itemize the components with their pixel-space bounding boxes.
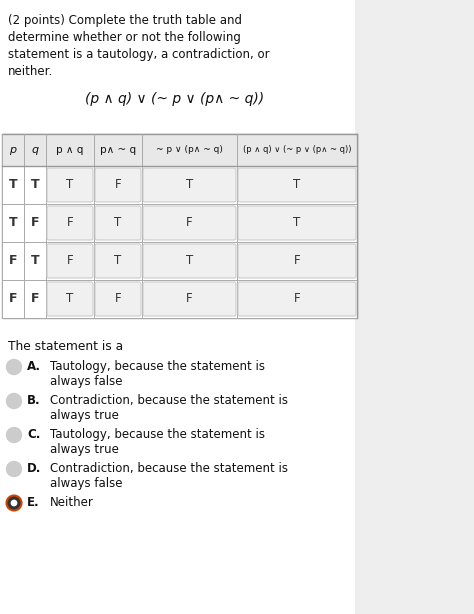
Text: Contradiction, because the statement is: Contradiction, because the statement is [50, 462, 288, 475]
Text: A.: A. [27, 360, 41, 373]
FancyBboxPatch shape [95, 206, 141, 240]
Text: T: T [31, 254, 39, 268]
FancyBboxPatch shape [143, 206, 236, 240]
Text: F: F [294, 254, 301, 268]
Bar [2, 204, 357, 242]
Text: always true: always true [50, 443, 119, 456]
FancyBboxPatch shape [143, 244, 236, 278]
FancyBboxPatch shape [47, 282, 93, 316]
FancyBboxPatch shape [95, 282, 141, 316]
FancyBboxPatch shape [238, 206, 356, 240]
Bar [2, 280, 357, 318]
Circle shape [7, 394, 21, 408]
FancyBboxPatch shape [47, 244, 93, 278]
Text: ~ p ∨ (p∧ ~ q): ~ p ∨ (p∧ ~ q) [156, 146, 223, 155]
Text: p∧ ~ q: p∧ ~ q [100, 145, 136, 155]
Text: statement is a tautology, a contradiction, or: statement is a tautology, a contradictio… [8, 48, 270, 61]
FancyBboxPatch shape [238, 282, 356, 316]
Text: always false: always false [50, 375, 122, 388]
Text: T: T [186, 254, 193, 268]
Text: (p ∧ q) ∨ (~ p ∨ (p∧ ~ q)): (p ∧ q) ∨ (~ p ∨ (p∧ ~ q)) [85, 92, 264, 106]
Bar [2, 134, 357, 166]
Text: Neither: Neither [50, 496, 94, 509]
Circle shape [7, 462, 21, 476]
FancyBboxPatch shape [143, 168, 236, 202]
Text: F: F [67, 254, 73, 268]
Text: F: F [186, 292, 193, 306]
Text: F: F [294, 292, 301, 306]
Text: The statement is a: The statement is a [8, 340, 123, 353]
Text: F: F [31, 217, 39, 230]
Text: always true: always true [50, 409, 119, 422]
Text: T: T [293, 179, 301, 192]
Bar [2, 134, 357, 318]
Text: T: T [186, 179, 193, 192]
FancyBboxPatch shape [95, 244, 141, 278]
Circle shape [10, 500, 18, 507]
Text: (2 points) Complete the truth table and: (2 points) Complete the truth table and [8, 14, 242, 27]
FancyBboxPatch shape [47, 168, 93, 202]
Text: p: p [9, 145, 17, 155]
FancyBboxPatch shape [143, 282, 236, 316]
Text: F: F [115, 179, 121, 192]
Text: (p ∧ q) ∨ (~ p ∨ (p∧ ~ q)): (p ∧ q) ∨ (~ p ∨ (p∧ ~ q)) [243, 146, 351, 155]
Circle shape [7, 495, 21, 510]
FancyBboxPatch shape [238, 168, 356, 202]
Text: F: F [115, 292, 121, 306]
Text: Tautology, because the statement is: Tautology, because the statement is [50, 360, 265, 373]
Text: Tautology, because the statement is: Tautology, because the statement is [50, 428, 265, 441]
Text: Contradiction, because the statement is: Contradiction, because the statement is [50, 394, 288, 407]
Text: C.: C. [27, 428, 40, 441]
Text: T: T [31, 179, 39, 192]
Text: F: F [31, 292, 39, 306]
Bar [2, 166, 357, 204]
Text: p ∧ q: p ∧ q [56, 145, 84, 155]
FancyBboxPatch shape [95, 168, 141, 202]
Text: E.: E. [27, 496, 40, 509]
Bar [0, 0, 355, 614]
Text: F: F [9, 292, 17, 306]
Text: F: F [186, 217, 193, 230]
Text: T: T [66, 292, 73, 306]
Text: F: F [67, 217, 73, 230]
Text: determine whether or not the following: determine whether or not the following [8, 31, 241, 44]
Text: T: T [9, 217, 18, 230]
FancyBboxPatch shape [47, 206, 93, 240]
FancyBboxPatch shape [238, 244, 356, 278]
Circle shape [7, 360, 21, 375]
Text: T: T [114, 217, 122, 230]
Text: B.: B. [27, 394, 41, 407]
Text: T: T [9, 179, 18, 192]
Text: T: T [293, 217, 301, 230]
Text: F: F [9, 254, 17, 268]
Text: always false: always false [50, 477, 122, 490]
Text: T: T [66, 179, 73, 192]
Text: D.: D. [27, 462, 41, 475]
Circle shape [7, 427, 21, 443]
Bar [2, 242, 357, 280]
Text: q: q [31, 145, 38, 155]
Text: T: T [114, 254, 122, 268]
Text: neither.: neither. [8, 65, 53, 78]
